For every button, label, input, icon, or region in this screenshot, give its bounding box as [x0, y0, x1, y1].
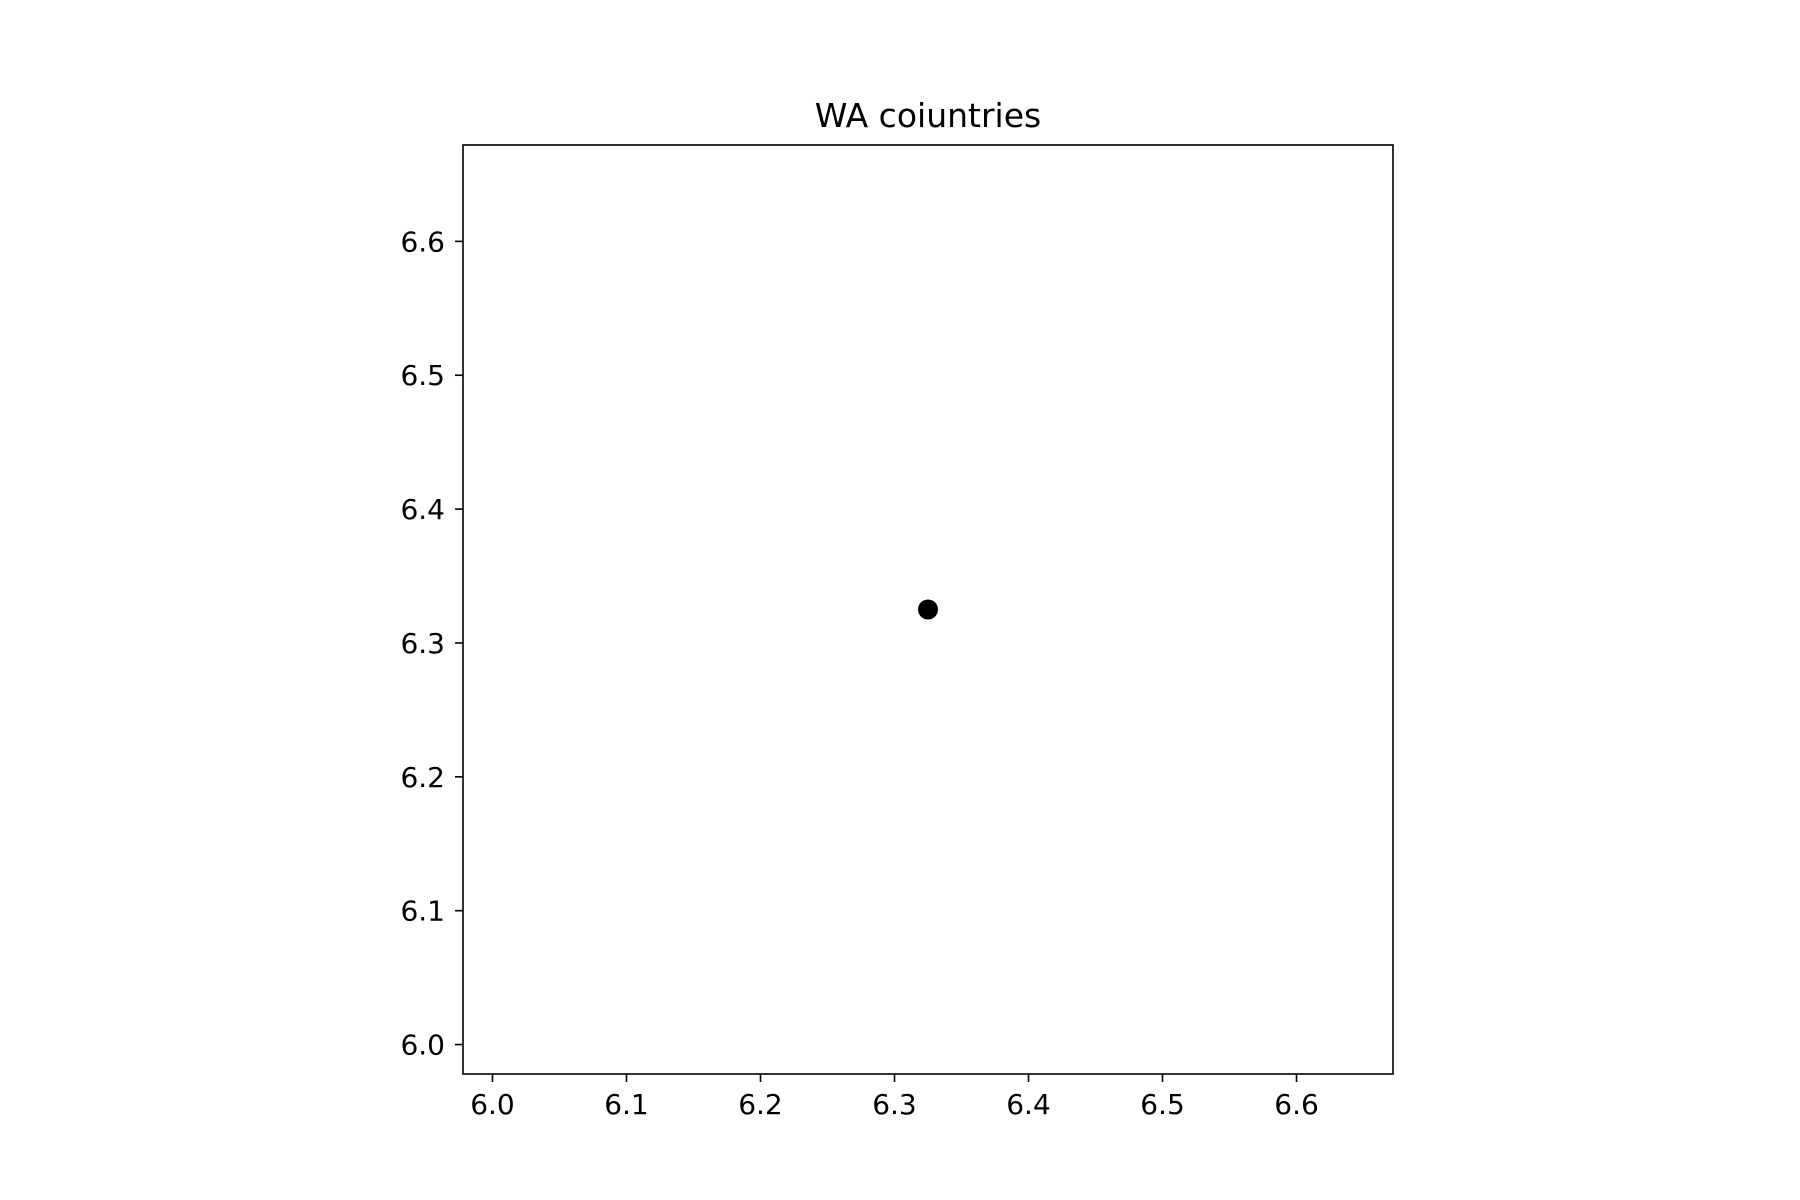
x-tick-label: 6.0: [470, 1088, 515, 1121]
y-tick-label: 6.5: [400, 359, 445, 392]
data-points: [918, 599, 938, 620]
x-tick-label: 6.3: [872, 1088, 917, 1121]
axes-frame: [462, 144, 1394, 1075]
y-tick-label: 6.0: [400, 1029, 445, 1062]
data-point: [918, 599, 938, 620]
x-tick-label: 6.4: [1006, 1088, 1051, 1121]
y-tick-label: 6.1: [400, 895, 445, 928]
y-axis: 6.0 6.1 6.2 6.3 6.4 6.5 6.6: [400, 225, 463, 1062]
x-tick-label: 6.2: [738, 1088, 783, 1121]
y-tick-label: 6.2: [400, 761, 445, 794]
y-tick-label: 6.4: [400, 493, 445, 526]
x-tick-label: 6.5: [1140, 1088, 1185, 1121]
chart-title: WA coiuntries: [815, 96, 1041, 135]
x-tick-label: 6.6: [1274, 1088, 1319, 1121]
x-axis: 6.0 6.1 6.2 6.3 6.4 6.5 6.6: [470, 1074, 1319, 1121]
x-tick-label: 6.1: [604, 1088, 649, 1121]
y-tick-label: 6.6: [400, 225, 445, 258]
y-tick-label: 6.3: [400, 627, 445, 660]
